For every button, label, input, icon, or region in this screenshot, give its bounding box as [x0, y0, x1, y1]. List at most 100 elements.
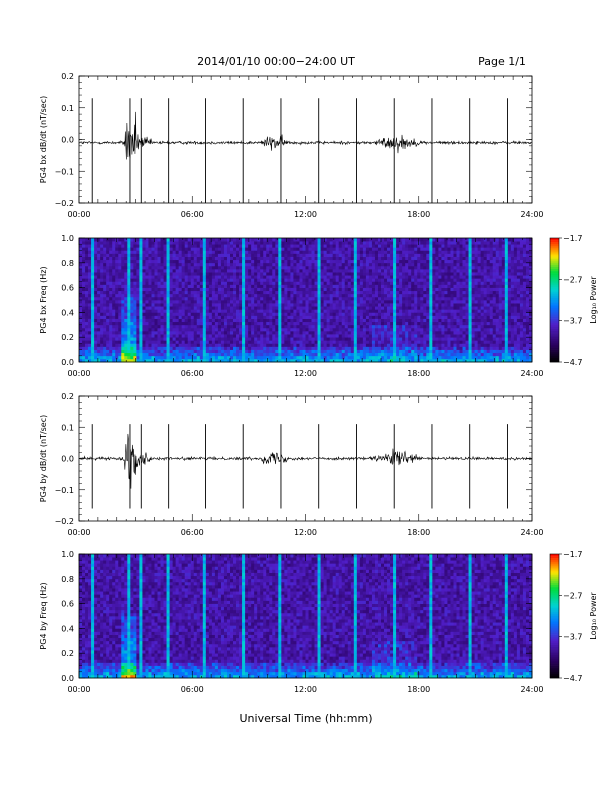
spectrogram-cell — [371, 265, 376, 270]
spectrogram-cell — [314, 352, 318, 357]
spectrogram-cell — [214, 315, 219, 319]
spectrogram-cell — [435, 349, 439, 354]
spectrogram-cell — [305, 281, 309, 285]
spectrogram-cell — [347, 262, 352, 267]
spectrogram-cell — [214, 269, 219, 273]
spectrogram-cell — [260, 315, 264, 319]
spectrogram-cell — [296, 324, 300, 329]
spectrogram-cell — [362, 300, 367, 304]
spectrogram-cell — [296, 247, 300, 251]
spectrogram-cell — [211, 293, 216, 298]
spectrogram-cell — [399, 250, 403, 254]
spectrogram-cell — [408, 321, 412, 326]
spectrogram-cell — [139, 253, 143, 257]
spectrogram-cell — [193, 337, 198, 341]
spectrogram-cell — [115, 327, 119, 332]
spectrogram-cell — [396, 262, 400, 267]
spectrogram-cell — [148, 296, 152, 301]
spectrogram-cell — [245, 346, 249, 350]
spectrogram-cell — [181, 355, 186, 360]
spectrogram-cell — [233, 259, 237, 264]
spectrogram-cell — [220, 318, 225, 323]
spectrogram-cell — [402, 275, 406, 279]
spectrogram-cell — [226, 337, 231, 341]
spectrogram-cell — [169, 318, 173, 323]
spectrogram-cell — [208, 312, 213, 316]
spectrogram-cell — [254, 337, 258, 341]
spectrogram-cell — [368, 247, 373, 251]
spectrogram-cell — [184, 318, 189, 323]
spectrogram-cell — [438, 278, 442, 282]
spectrogram-cell — [242, 256, 246, 261]
spectrogram-cell — [85, 293, 89, 298]
spectrogram-cell — [305, 293, 309, 298]
spectrogram-cell — [103, 355, 107, 360]
spectrogram-cell — [157, 340, 161, 344]
spectrogram-cell — [353, 244, 358, 248]
spectrogram-cell — [335, 315, 340, 319]
spectrogram-cell — [390, 238, 394, 242]
spectrogram-cell — [305, 287, 309, 292]
spectrogram-cell — [290, 358, 294, 363]
spectrogram-cell — [275, 334, 279, 338]
spectrogram-cell — [393, 315, 397, 319]
spectrogram-cell — [175, 309, 180, 313]
spectrogram-cell — [211, 262, 216, 267]
spectrogram-cell — [411, 334, 415, 338]
spectrogram-cell — [175, 303, 180, 307]
spectrogram-cell — [263, 275, 267, 279]
spectrogram-cell — [85, 287, 89, 292]
spectrogram-cell — [296, 355, 300, 360]
spectrogram-cell — [245, 337, 249, 341]
spectrogram-cell — [341, 318, 346, 323]
spectrogram-cell — [287, 253, 291, 257]
spectrogram-cell — [151, 238, 155, 242]
spectrogram-cell — [305, 331, 309, 335]
spectrogram-cell — [362, 293, 367, 298]
spectrogram-cell — [97, 262, 101, 267]
spectrogram-cell — [356, 315, 361, 319]
spectrogram-cell — [438, 346, 442, 350]
spectrogram-cell — [326, 265, 331, 270]
spectrogram-cell — [130, 303, 134, 307]
spectrogram-cell — [269, 256, 273, 261]
spectrogram-cell — [169, 247, 173, 251]
spectrogram-cell — [320, 293, 324, 298]
spectrogram-cell — [390, 244, 394, 248]
spectrogram-cell — [145, 349, 149, 354]
spectrogram-cell — [296, 352, 300, 357]
spectrogram-cell — [329, 318, 334, 323]
spectrogram-cell — [293, 244, 297, 248]
spectrogram-cell — [166, 272, 170, 276]
spectrogram-cell — [118, 334, 122, 338]
spectrogram-cell — [160, 346, 164, 350]
spectrogram-cell — [127, 315, 131, 319]
spectrogram-cell — [441, 321, 445, 326]
spectrogram-cell — [335, 293, 340, 298]
spectrogram-cell — [405, 349, 409, 354]
spectrogram-cell — [124, 300, 128, 304]
spectrogram-cell — [371, 241, 376, 245]
spectrogram-cell — [335, 244, 340, 248]
spectrogram-cell — [85, 262, 89, 267]
spectrogram-cell — [308, 300, 312, 304]
spectrogram-cell — [223, 281, 228, 285]
spectrogram-cell — [405, 312, 409, 316]
spectrogram-cell — [254, 303, 258, 307]
spectrogram-cell — [169, 327, 173, 332]
spectrogram-cell — [272, 352, 276, 357]
spectrogram-cell — [420, 265, 424, 270]
spectrogram-cell — [254, 293, 258, 298]
spectrogram-cell — [402, 355, 406, 360]
spectrogram-cell — [196, 275, 201, 279]
spectrogram-cell — [320, 346, 324, 350]
spectrogram-cell — [184, 334, 189, 338]
spectrogram-cell — [151, 293, 155, 298]
spectrogram-cell — [405, 358, 409, 363]
spectrogram-cell — [79, 315, 83, 319]
spectrogram-cell — [160, 343, 164, 347]
spectrogram-cell — [353, 300, 358, 304]
spectrogram-cell — [429, 269, 433, 273]
spectrogram-cell — [157, 300, 161, 304]
spectrogram-cell — [396, 300, 400, 304]
